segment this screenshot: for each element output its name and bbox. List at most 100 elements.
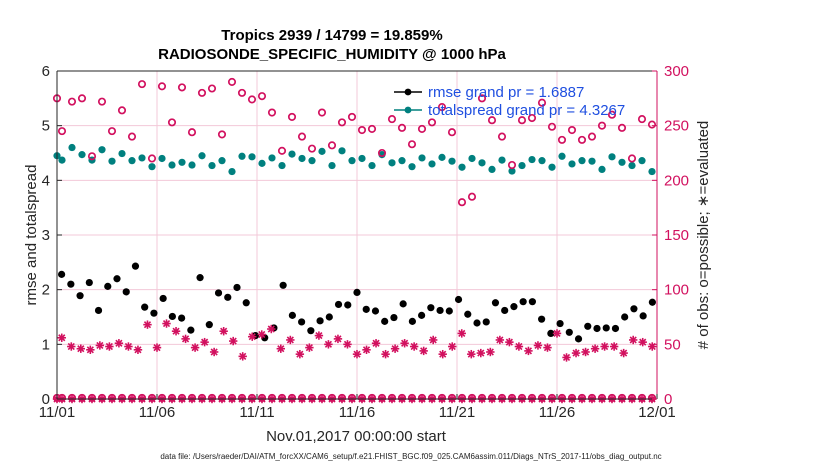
totalspread-point [518,161,526,170]
totalspread-point [208,161,216,170]
totalspread-point [548,163,556,171]
rmse-point [519,298,527,306]
obs_evaluated-point [67,342,76,351]
y-tick-label-right: 50 [664,336,681,353]
totalspread-point [218,157,226,165]
obs_possible-point [277,146,287,155]
totalspread-point [368,161,376,170]
obs_possible-point [487,116,497,125]
legend-rmse-label: rmse grand pr = 1.6887 [428,84,584,101]
y-tick-label: 0 [42,391,50,408]
totalspread-point [288,150,296,158]
totalspread-point [278,161,286,170]
obs_possible-point [347,112,357,121]
x-axis-label: Nov.01,2017 00:00:00 start [266,428,447,445]
axes [56,70,658,400]
obs_possible-point [127,132,137,141]
obs_possible-point [177,83,187,92]
chart-subtitle: RADIOSONDE_SPECIFIC_HUMIDITY @ 1000 hPa [158,46,506,63]
totalspread-point [168,161,176,169]
obs_evaluated-point [581,347,590,357]
rmse-point [399,300,407,308]
totalspread-point [228,167,236,176]
rmse-point [76,292,84,300]
rmse-point [307,327,315,335]
y-axis-label-right: # of obs: o=possible; ∗=evaluated [695,121,712,350]
obs_possible-point [337,118,347,127]
obs_evaluated-point [57,333,66,342]
obs_evaluated-point [86,345,95,354]
obs_possible-point [407,140,417,149]
totalspread-point [238,152,246,160]
totalspread-point [608,153,616,161]
y-axis-label: rmse and totalspread [23,165,40,306]
obs_evaluated-point [190,343,200,352]
rmse-point [325,313,333,321]
rmse-point [178,314,186,322]
obs_evaluated-point [514,342,524,351]
totalspread-point [298,154,306,163]
obs_evaluated-point [95,341,105,350]
totalspread-point [78,151,86,159]
obs_evaluated-point [314,331,324,340]
obs_evaluated-point [286,335,295,345]
totalspread-point [248,153,256,161]
rmse-point [187,326,195,334]
totalspread-point [398,157,406,165]
totalspread-point [338,147,346,155]
rmse-point [445,307,453,315]
obs_evaluated-point [171,327,181,336]
obs_possible-point [217,130,227,139]
rmse-point [630,305,638,313]
obs_possible-point [387,115,397,124]
rmse-point [436,306,444,315]
totalspread-point [628,161,636,170]
totalspread-point [618,158,626,166]
totalspread-point [198,152,206,160]
totalspread-point [358,154,366,163]
y-tick-label: 1 [42,336,50,353]
rmse-point [408,317,416,325]
rmse-point [593,324,601,333]
obs_evaluated-point [390,344,400,353]
y-tick-label-right: 250 [664,118,689,135]
obs_evaluated-point [76,344,86,353]
obs_possible-point [137,80,147,89]
totalspread-point [458,163,466,171]
obs_possible-point [147,154,157,163]
obs_possible-point [547,122,557,131]
obs_evaluated-point [571,348,581,358]
totalspread-point [448,157,456,165]
obs_possible-point [77,94,87,103]
obs_evaluated-point [362,345,371,354]
obs_evaluated-point [124,342,133,351]
obs_possible-point [57,127,67,136]
obs_evaluated-point [181,334,190,344]
rmse-point [67,280,75,288]
obs_evaluated-point [457,329,466,338]
totalspread-point [118,149,126,158]
obs_evaluated-point [400,339,409,348]
totalspread-point [268,154,276,162]
obs_evaluated-point [419,346,428,356]
obs_evaluated-point [638,337,647,347]
rmse-point [298,318,306,326]
totalspread-point [158,154,166,163]
rmse-point [279,281,287,289]
obs_evaluated-point [619,348,628,358]
totalspread-point [318,147,326,155]
y-tick-label: 4 [42,172,50,189]
obs_possible-point [587,132,597,141]
obs_possible-point [97,97,107,106]
rmse-point [454,295,463,304]
rmse-point [482,318,490,326]
rmse-point [141,303,149,311]
rmse-point [122,288,130,296]
y-tick-label-right: 300 [664,63,689,80]
obs_evaluated-point [209,347,219,357]
obs_evaluated-point [648,342,657,351]
obs_possible-point [157,82,167,91]
obs_possible-point [437,103,447,112]
obs_possible-point [377,148,387,158]
